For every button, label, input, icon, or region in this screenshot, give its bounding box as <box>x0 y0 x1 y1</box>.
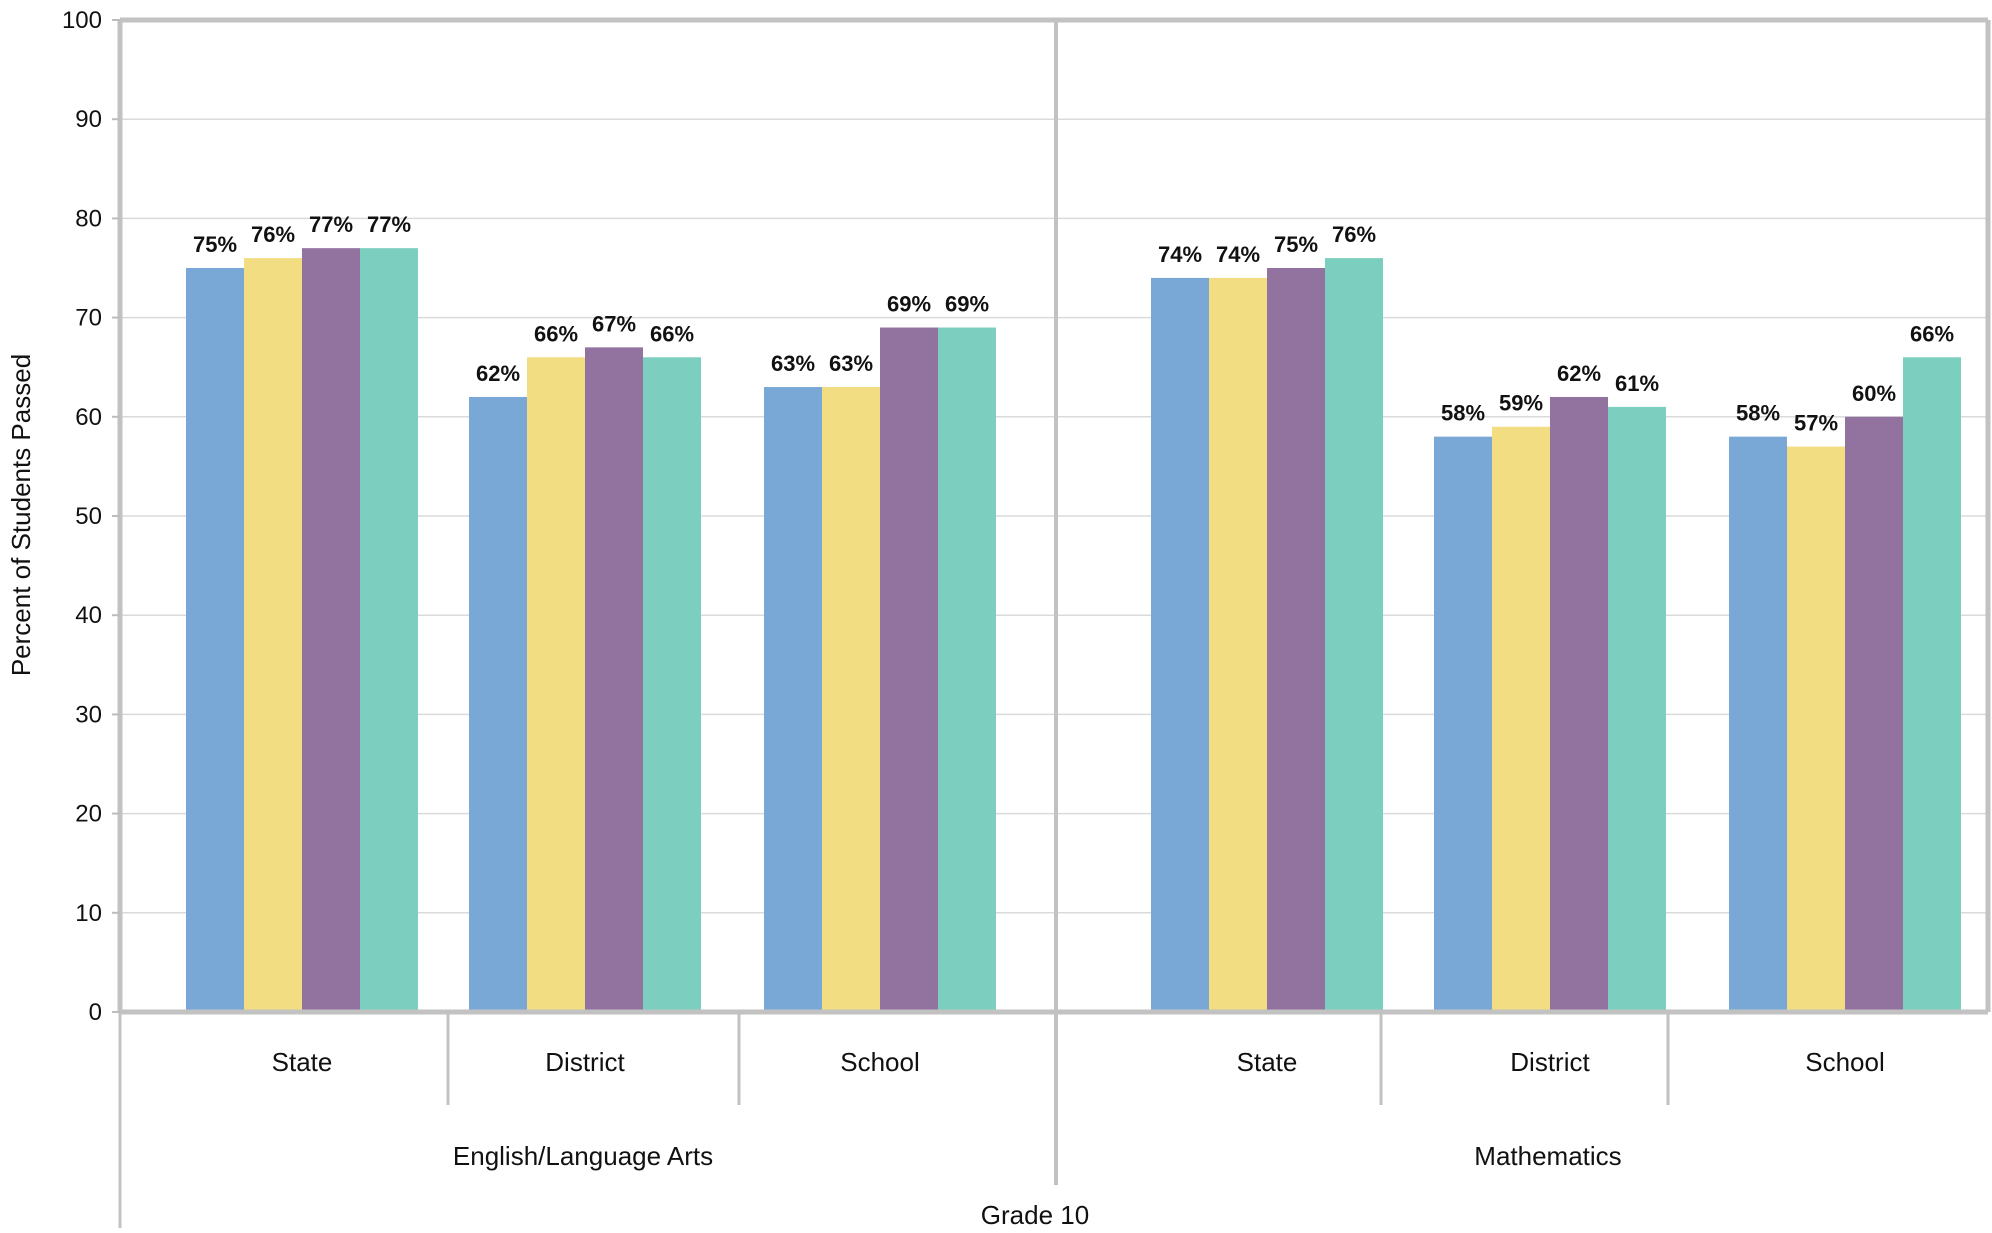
group-label: Mathematics <box>1474 1141 1621 1171</box>
bar <box>527 357 585 1012</box>
data-label: 58% <box>1441 401 1485 426</box>
y-tick-label: 80 <box>75 205 102 232</box>
data-label: 66% <box>1910 321 1954 346</box>
group-label: English/Language Arts <box>453 1141 713 1171</box>
y-axis-title: Percent of Students Passed <box>6 354 36 676</box>
data-label: 75% <box>193 232 237 257</box>
y-tick-label: 100 <box>62 7 102 34</box>
category-label: School <box>840 1047 920 1077</box>
y-tick-label: 10 <box>75 900 102 927</box>
bar <box>822 387 880 1012</box>
data-label: 66% <box>534 321 578 346</box>
data-label: 69% <box>887 292 931 317</box>
data-label: 60% <box>1852 381 1896 406</box>
category-label: State <box>272 1047 333 1077</box>
y-axis-ticks: 0 10 20 30 40 50 60 70 80 90 100 <box>62 7 120 1026</box>
data-labels: 75% 76% 77% 77% 62% 66% 67% 66% 63% 63% 69% 69% 74% 7… <box>193 212 1954 435</box>
bar <box>1325 258 1383 1013</box>
bar <box>1151 277 1209 1012</box>
y-tick-label: 30 <box>75 701 102 728</box>
bar <box>1550 396 1608 1013</box>
data-label: 76% <box>251 222 295 247</box>
category-label: District <box>545 1047 625 1077</box>
data-label: 76% <box>1332 222 1376 247</box>
data-label: 62% <box>1557 361 1601 386</box>
bar <box>1787 446 1845 1012</box>
data-label: 74% <box>1158 242 1202 267</box>
data-label: 57% <box>1794 411 1838 436</box>
x-axis-title: Grade 10 <box>981 1200 1089 1228</box>
bars <box>186 248 1961 1013</box>
bar <box>1434 436 1492 1012</box>
bar <box>880 327 938 1012</box>
y-tick-label: 0 <box>89 999 102 1026</box>
bar <box>764 387 822 1012</box>
data-label: 58% <box>1736 401 1780 426</box>
data-label: 74% <box>1216 242 1260 267</box>
bar <box>1267 268 1325 1012</box>
data-label: 63% <box>829 351 873 376</box>
y-tick-label: 20 <box>75 801 102 828</box>
bar <box>585 347 643 1012</box>
bar <box>360 248 418 1012</box>
bar <box>1209 277 1267 1012</box>
y-tick-label: 70 <box>75 305 102 332</box>
bar <box>643 357 701 1012</box>
data-label: 67% <box>592 311 636 336</box>
category-label: School <box>1805 1047 1885 1077</box>
category-axis: State District School English/Language Arts… <box>272 1047 1885 1171</box>
data-label: 77% <box>367 212 411 237</box>
data-label: 63% <box>771 351 815 376</box>
bar <box>469 396 527 1013</box>
bar <box>1903 357 1961 1012</box>
category-label: State <box>1237 1047 1298 1077</box>
bar <box>244 258 302 1013</box>
category-label: District <box>1510 1047 1590 1077</box>
data-label: 75% <box>1274 232 1318 257</box>
bar <box>1729 436 1787 1012</box>
data-label: 69% <box>945 292 989 317</box>
plot-frame <box>117 17 1991 1228</box>
data-label: 59% <box>1499 391 1543 416</box>
y-tick-label: 60 <box>75 404 102 431</box>
bar <box>1492 426 1550 1013</box>
bar <box>1845 416 1903 1012</box>
y-tick-label: 50 <box>75 503 102 530</box>
y-tick-label: 90 <box>75 106 102 133</box>
bar <box>302 248 360 1012</box>
data-label: 77% <box>309 212 353 237</box>
data-label: 61% <box>1615 371 1659 396</box>
data-label: 62% <box>476 361 520 386</box>
y-tick-label: 40 <box>75 602 102 629</box>
bar <box>938 327 996 1012</box>
bar <box>186 268 244 1012</box>
data-label: 66% <box>650 321 694 346</box>
bar <box>1608 406 1666 1012</box>
